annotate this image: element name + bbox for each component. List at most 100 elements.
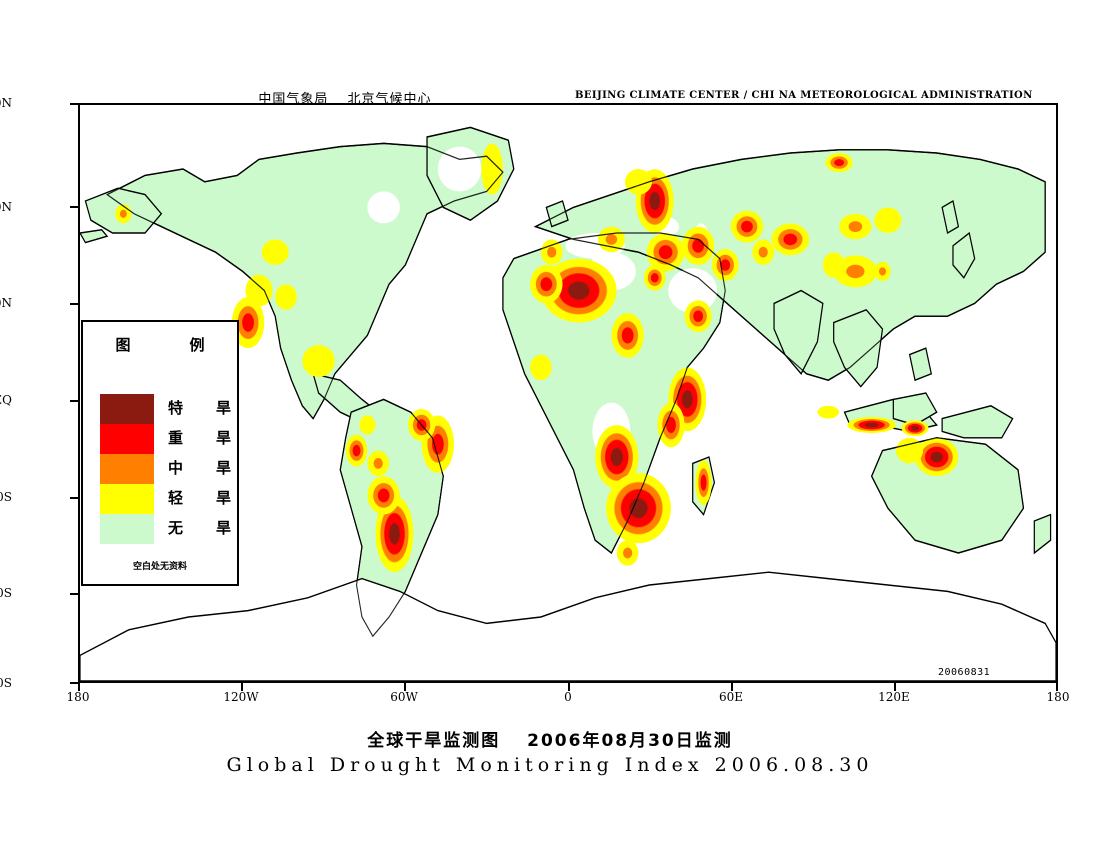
x-axis-tick-60W <box>404 683 406 691</box>
land-sakhalin <box>941 199 960 235</box>
land-new-zealand <box>1033 513 1052 555</box>
y-axis-tick-90S <box>70 682 78 684</box>
legend-label-none: 无 旱 <box>168 519 241 537</box>
x-axis-label-60W: 60W <box>390 690 418 704</box>
x-axis-tick-120E <box>894 683 896 691</box>
x-axis-tick-120W <box>241 683 243 691</box>
footer-title-en: Global Drought Monitoring Index 2006.08.… <box>226 754 874 776</box>
drought-us-rockies <box>275 284 297 310</box>
legend-swatch-none <box>100 514 154 544</box>
land-indochina <box>833 308 884 388</box>
legend-swatch-moderate <box>100 454 154 484</box>
drought-colombia <box>359 415 376 435</box>
land-aleutians <box>80 229 109 244</box>
x-axis-label-60E: 60E <box>718 690 744 704</box>
legend-swatch-extreme <box>100 394 154 424</box>
drought-north-australia <box>915 437 959 477</box>
drought-morocco <box>530 265 563 304</box>
drought-argentina-north <box>375 495 414 573</box>
drought-java-sunda <box>847 417 897 433</box>
drought-angola <box>595 425 639 489</box>
legend-item-moderate: 中 旱 <box>100 454 231 484</box>
drought-california <box>231 297 265 349</box>
land-india <box>773 289 824 375</box>
y-axis-label-60N: 60N <box>0 200 12 214</box>
x-axis-label-180E: 180 <box>1046 690 1070 704</box>
coastline-overlay <box>105 126 1046 638</box>
x-axis-label-180W: 180 <box>66 690 90 704</box>
drought-texas <box>302 345 335 377</box>
legend-label-extreme: 特 旱 <box>168 399 241 417</box>
footer-title-cn: 全球干旱监测图 2006年08月30日监测 <box>367 731 733 751</box>
land-british-isles <box>545 200 569 228</box>
drought-us-northwest <box>245 274 273 307</box>
drought-iberia <box>540 239 563 265</box>
legend-swatch-severe <box>100 424 154 454</box>
drought-central-china <box>833 255 878 288</box>
drought-west-africa <box>530 354 552 381</box>
drought-amazon-west <box>367 450 390 477</box>
legend-item-severe: 重 旱 <box>100 424 231 454</box>
x-axis-label-0: 0 <box>564 690 572 704</box>
drought-sudan <box>611 313 644 358</box>
drought-madagascar <box>695 460 712 505</box>
drought-sumatra <box>817 405 840 419</box>
land-antarctica <box>80 571 1056 681</box>
drought-siberia-north <box>825 153 853 173</box>
y-axis-label-30N: 30N <box>0 296 12 310</box>
land-philippines <box>908 347 933 382</box>
y-axis-tick-EQ <box>70 400 78 402</box>
legend-item-none: 无 旱 <box>100 514 231 544</box>
legend-item-extreme: 特 旱 <box>100 394 231 424</box>
x-axis-label-120W: 120W <box>223 690 259 704</box>
x-axis-tick-60E <box>731 683 733 691</box>
legend-title: 图 例 <box>115 336 227 354</box>
drought-canada-prairie <box>261 239 289 265</box>
drought-levant <box>643 265 666 291</box>
drought-timor <box>901 420 929 437</box>
drought-bolivia <box>367 476 400 515</box>
y-axis-label-90S: 90S <box>0 676 12 690</box>
land-borneo <box>892 392 938 426</box>
drought-yemen <box>684 300 712 333</box>
legend-label-light: 轻 旱 <box>168 489 241 507</box>
drought-central-asia <box>752 239 775 265</box>
land-japan <box>952 231 976 279</box>
drought-east-china-coast <box>874 261 891 281</box>
drought-peru-coast <box>345 434 368 467</box>
drought-iran <box>711 249 739 281</box>
x-axis-label-120E: 120E <box>878 690 910 704</box>
map-datestamp: 20060831 <box>938 667 991 678</box>
legend-swatch-light <box>100 484 154 514</box>
y-axis-tick-60N <box>70 206 78 208</box>
map-legend: 图 例 特 旱 重 旱 中 旱 轻 旱 无 旱 空白处无资料 <box>81 320 239 586</box>
nodata-arabia <box>668 268 718 313</box>
legend-label-severe: 重 旱 <box>168 429 241 447</box>
x-axis-tick-180E <box>1056 683 1058 691</box>
drought-turkey <box>646 233 685 272</box>
y-axis-label-60S: 60S <box>0 586 12 600</box>
legend-label-moderate: 中 旱 <box>168 459 241 477</box>
x-axis-tick-180W <box>78 683 80 691</box>
y-axis-label-30S: 30S <box>0 490 12 504</box>
y-axis-label-90N: 90N <box>0 96 12 110</box>
world-drought-map <box>80 105 1056 681</box>
y-axis-tick-90N <box>70 103 78 105</box>
drought-xinjiang-west <box>771 223 810 256</box>
drought-sichuan <box>822 252 845 278</box>
legend-nodata-note: 空白处无资料 <box>132 562 187 572</box>
y-axis-label-EQ: EQ <box>0 393 12 407</box>
drought-southern-africa <box>605 473 672 544</box>
drought-alaska-coast <box>115 204 132 224</box>
drought-caucasus <box>681 226 715 265</box>
drought-kenya <box>657 402 685 448</box>
y-axis-tick-60S <box>70 593 78 595</box>
nodata-hudson-bay <box>367 191 400 224</box>
drought-kazakhstan <box>730 210 764 243</box>
land-new-guinea <box>941 405 1014 439</box>
drought-index-layer <box>115 143 959 573</box>
map-frame <box>78 103 1058 683</box>
y-axis-tick-30S <box>70 497 78 499</box>
drought-australia-nw <box>896 437 924 464</box>
x-axis-tick-0 <box>568 683 570 691</box>
